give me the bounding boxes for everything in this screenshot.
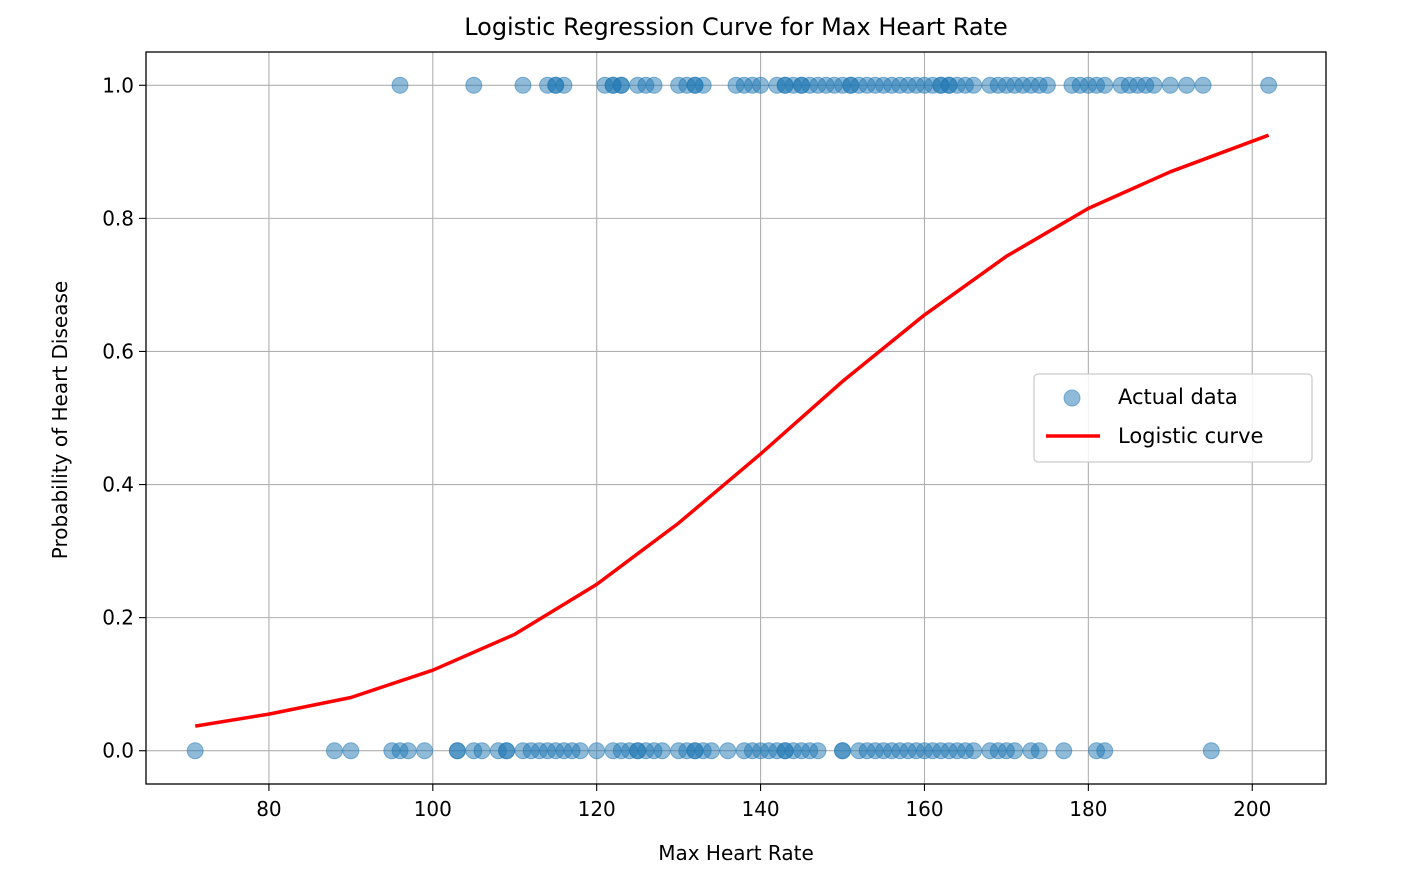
y-tick-label: 0.8 xyxy=(102,206,134,230)
legend-marker-actual-data xyxy=(1063,389,1081,407)
legend-label-logistic-curve: Logistic curve xyxy=(1118,424,1263,448)
data-point xyxy=(498,742,516,760)
data-point xyxy=(645,76,663,94)
data-point xyxy=(653,742,671,760)
data-point xyxy=(588,742,606,760)
data-point xyxy=(416,742,434,760)
data-point xyxy=(325,742,343,760)
x-tick-label: 100 xyxy=(414,797,452,821)
data-point xyxy=(1006,742,1024,760)
data-point xyxy=(1038,76,1056,94)
data-point xyxy=(1055,742,1073,760)
data-point xyxy=(834,742,852,760)
data-point xyxy=(702,742,720,760)
data-point xyxy=(1194,76,1212,94)
chart-title: Logistic Regression Curve for Max Heart … xyxy=(464,13,1008,41)
y-tick-label: 1.0 xyxy=(102,73,134,97)
data-point xyxy=(1161,76,1179,94)
x-tick-label: 160 xyxy=(905,797,943,821)
data-point xyxy=(1145,76,1163,94)
actual-data-points xyxy=(186,76,1278,760)
data-point xyxy=(186,742,204,760)
data-point xyxy=(1260,76,1278,94)
data-point xyxy=(1096,742,1114,760)
data-point xyxy=(514,76,532,94)
x-tick-label: 180 xyxy=(1069,797,1107,821)
data-point xyxy=(1202,742,1220,760)
data-point xyxy=(399,742,417,760)
legend: Actual data Logistic curve xyxy=(1033,373,1313,463)
data-point xyxy=(342,742,360,760)
data-point xyxy=(965,742,983,760)
data-point xyxy=(1030,742,1048,760)
data-point xyxy=(555,76,573,94)
y-tick-label: 0.0 xyxy=(102,739,134,763)
data-point xyxy=(571,742,589,760)
data-point xyxy=(612,76,630,94)
data-point xyxy=(719,742,737,760)
data-point xyxy=(965,76,983,94)
y-tick-label: 0.4 xyxy=(102,473,134,497)
logistic-curve-line xyxy=(194,133,1270,728)
y-axis-title: Probability of Heart Disease xyxy=(48,281,72,559)
y-tick-label: 0.6 xyxy=(102,339,134,363)
axis-ticks: 80 100 120 140 160 180 200 0.0 0.2 0.4 0.6 0.8 1.0 xyxy=(102,73,1271,821)
data-point xyxy=(809,742,827,760)
data-point xyxy=(752,76,770,94)
x-tick-label: 200 xyxy=(1233,797,1271,821)
logistic-curve-layer xyxy=(194,133,1270,728)
data-point xyxy=(694,76,712,94)
x-tick-label: 120 xyxy=(578,797,616,821)
data-point xyxy=(1178,76,1196,94)
x-tick-label: 80 xyxy=(256,797,281,821)
data-point xyxy=(1096,76,1114,94)
data-point xyxy=(391,76,409,94)
x-tick-label: 140 xyxy=(741,797,779,821)
data-point xyxy=(465,76,483,94)
legend-label-actual-data: Actual data xyxy=(1118,385,1238,409)
y-tick-label: 0.2 xyxy=(102,606,134,630)
plot-frame xyxy=(145,51,1327,785)
data-point xyxy=(448,742,466,760)
legend-box xyxy=(1033,373,1313,463)
data-point xyxy=(473,742,491,760)
x-axis-title: Max Heart Rate xyxy=(658,841,814,865)
